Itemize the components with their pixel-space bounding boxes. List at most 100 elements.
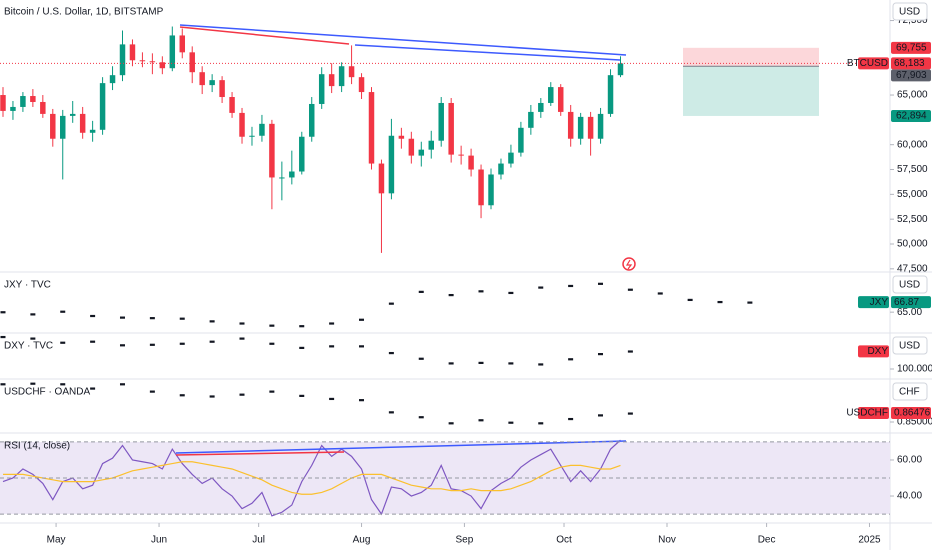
price-dot [388,302,394,305]
drawings [175,24,636,456]
price-dot [478,290,484,293]
price-dot [239,337,245,340]
price-dot [478,361,484,364]
candle-body [10,106,16,111]
price-dot [329,322,335,325]
candle-body [597,113,604,139]
price-badge-label: 62,894 [896,111,927,122]
price-dot [179,394,185,397]
candle-body [348,66,355,78]
candle-body [109,75,116,84]
y-tick-label: 55,000 [897,189,928,200]
price-dot [627,350,633,353]
candle-body [289,171,295,178]
price-dot [209,320,215,323]
price-dot [538,363,544,366]
price-dot [30,382,36,385]
price-dot [508,362,514,365]
value-badge-label: 0.86476 [894,408,931,419]
price-dot [269,342,275,345]
candle-body [239,112,245,137]
trend-line[interactable] [179,24,627,56]
candle-body [129,44,136,61]
price-dot [358,345,364,348]
trend-line[interactable] [179,26,350,45]
value-badge [891,296,931,309]
candle-body [89,129,96,133]
unit-label: USD [899,280,920,291]
price-badge [891,109,931,122]
y-tick-label: 72,500 [897,15,928,26]
price-dot [568,417,574,421]
chart-title: Bitcoin / U.S. Dollar, 1D, BITSTAMP [4,7,164,18]
pane-title: JXY · TVC [4,280,51,291]
candle-body [139,60,146,62]
price-dot [627,288,633,291]
price-dot [209,340,215,343]
y-tick-label: 60.00 [897,455,922,466]
price-dot [299,346,305,350]
price-dot [598,282,604,285]
price-dot [329,345,335,348]
price-dot [448,293,454,297]
candle-body [418,149,425,156]
candle-body [548,87,554,103]
candle-body [69,113,76,116]
y-tick-label: 40.00 [897,491,922,502]
y-tick-label: 0.85000 [897,417,932,428]
price-dot [90,387,96,390]
candle-body [209,80,215,86]
price-dot [568,358,574,361]
price-badge [891,69,931,82]
candle-body [448,102,454,155]
price-dot [149,317,155,320]
candle-body [617,63,624,76]
unit-box [892,336,928,355]
price-dot [0,311,6,314]
candle-body [468,155,474,170]
y-tick-label: 47,500 [897,263,928,274]
indicator-line [2,461,621,495]
rsi-trend-line[interactable] [175,440,627,454]
candle-body [20,96,26,107]
candle-body [518,127,524,153]
price-dot [418,357,424,360]
candle-body [508,152,514,164]
rsi-trend-line[interactable] [175,451,345,456]
candle-body [587,116,594,139]
unit-box [892,382,928,401]
candle-body [368,92,375,164]
candle-body [149,61,156,63]
unit-label: CHF [899,387,920,398]
position-target [683,66,819,116]
x-tick-label: Aug [353,535,371,546]
price-dot [60,310,66,313]
candle-body [50,113,56,139]
candle-body [398,135,405,139]
price-dot [299,325,305,328]
price-dot [538,286,544,289]
candle-body [408,138,415,156]
price-dot [448,422,454,425]
price-badge [891,41,931,54]
position-stop [683,47,819,67]
candle-body [279,177,285,179]
price-dot [60,383,66,386]
candle-body [219,80,225,98]
candle-body [179,35,186,53]
pane-title: DXY · TVC [4,341,53,352]
x-tick-label: 2025 [858,535,881,546]
candle-body [229,97,235,113]
price-dot [179,317,185,320]
price-dot [598,353,604,356]
price-dot [538,422,544,425]
event-icon[interactable] [622,257,636,271]
candle-body [159,62,166,69]
price-dot [209,395,215,398]
x-tick-label: Dec [758,535,776,546]
trend-line[interactable] [354,44,621,61]
price-dot [239,322,245,325]
price-dot [179,342,185,345]
pane-title: RSI (14, close) [4,441,70,452]
